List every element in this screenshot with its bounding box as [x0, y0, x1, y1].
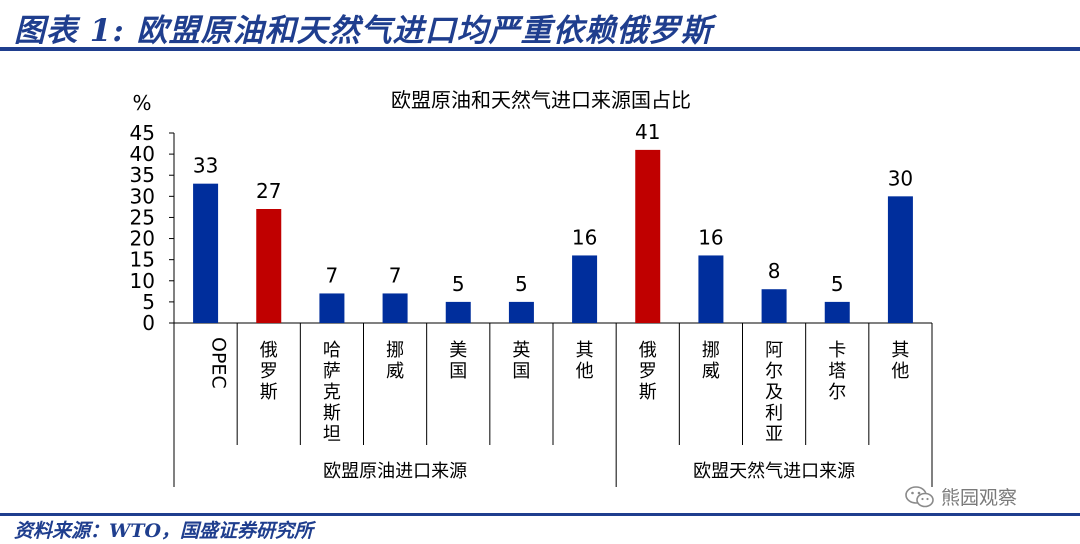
- bar-value-label: 7: [389, 263, 402, 287]
- y-tick-label: 20: [130, 227, 155, 251]
- bar-value-label: 5: [515, 272, 528, 296]
- wechat-icon: [905, 485, 934, 507]
- group-label: 欧盟原油进口来源: [323, 461, 467, 482]
- y-tick-label: 5: [142, 290, 155, 314]
- bar-value-label: 16: [572, 225, 597, 249]
- y-tick-label: 10: [130, 269, 155, 293]
- bar: [508, 301, 534, 323]
- y-tick-label: 45: [130, 121, 155, 145]
- group-label: 欧盟天然气进口来源: [693, 461, 855, 482]
- source-divider: [0, 513, 1080, 516]
- category-label: 俄罗斯: [639, 340, 657, 403]
- watermark: 熊园观察: [905, 483, 1017, 510]
- bar-value-label: 7: [326, 263, 339, 287]
- bar: [572, 255, 598, 323]
- category-label: 其他: [576, 340, 594, 382]
- category-label: OPEC: [208, 337, 230, 389]
- category-label: 阿尔及利亚: [765, 340, 783, 445]
- source-note: 资料来源：WTO，国盛证券研究所: [14, 520, 314, 542]
- bar-value-label: 16: [698, 225, 723, 249]
- bar-chart: 欧盟原油和天然气进口来源国占比%05101520253035404533OPEC…: [130, 88, 933, 487]
- y-tick-label: 35: [130, 163, 155, 187]
- bar: [761, 289, 787, 323]
- bar: [319, 293, 345, 323]
- bar-value-label: 30: [888, 166, 913, 190]
- bar: [382, 293, 408, 323]
- bar-value-label: 8: [768, 259, 781, 283]
- bar-value-label: 5: [452, 272, 465, 296]
- watermark-text: 熊园观察: [941, 487, 1018, 509]
- bar-value-label: 41: [635, 120, 660, 144]
- y-tick-label: 40: [130, 142, 155, 166]
- title-divider: [0, 47, 1080, 51]
- category-label: 美国: [449, 340, 467, 382]
- y-tick-label: 15: [130, 248, 155, 272]
- category-label: 英国: [512, 340, 530, 382]
- chart-title: 欧盟原油和天然气进口来源国占比: [391, 88, 691, 112]
- category-label: 哈萨克斯坦: [323, 340, 341, 445]
- bar: [887, 196, 913, 323]
- bar: [256, 209, 282, 323]
- bar-value-label: 33: [193, 154, 218, 178]
- y-tick-label: 0: [142, 311, 155, 335]
- bar-value-label: 27: [256, 179, 281, 203]
- category-label: 挪威: [702, 340, 720, 382]
- bar: [445, 301, 471, 323]
- category-label: 挪威: [386, 340, 404, 382]
- category-label: 俄罗斯: [260, 340, 278, 403]
- category-label: 其他: [891, 340, 909, 382]
- y-tick-label: 30: [130, 184, 155, 208]
- bar: [193, 183, 219, 323]
- figure-title: 图表 1: 欧盟原油和天然气进口均严重依赖俄罗斯: [14, 13, 713, 49]
- y-axis-unit: %: [132, 91, 151, 115]
- y-tick-label: 25: [130, 205, 155, 229]
- bar: [698, 255, 724, 323]
- bar-value-label: 5: [831, 272, 844, 296]
- bar: [635, 149, 661, 323]
- category-label: 卡塔尔: [828, 340, 846, 403]
- bar: [824, 301, 850, 323]
